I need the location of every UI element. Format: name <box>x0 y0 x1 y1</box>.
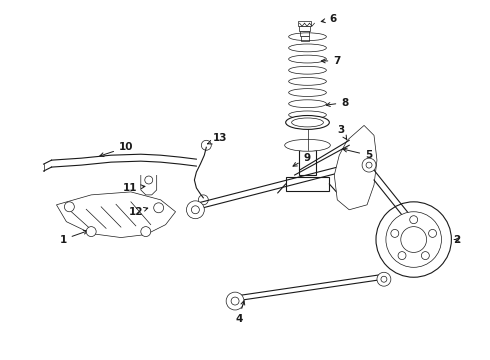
FancyBboxPatch shape <box>297 21 312 26</box>
Circle shape <box>192 206 199 214</box>
Circle shape <box>64 202 74 212</box>
Circle shape <box>141 227 151 237</box>
Text: 6: 6 <box>321 14 337 24</box>
Circle shape <box>377 272 391 286</box>
Text: 10: 10 <box>100 142 133 157</box>
Circle shape <box>401 227 427 252</box>
Circle shape <box>421 252 429 260</box>
Ellipse shape <box>286 116 329 129</box>
Circle shape <box>386 212 441 267</box>
Text: 5: 5 <box>343 148 372 160</box>
FancyBboxPatch shape <box>286 177 329 191</box>
Circle shape <box>226 292 244 310</box>
Text: 3: 3 <box>337 125 346 139</box>
Circle shape <box>362 158 376 172</box>
Polygon shape <box>334 125 377 210</box>
Circle shape <box>145 176 153 184</box>
Polygon shape <box>56 192 175 238</box>
FancyBboxPatch shape <box>298 26 311 31</box>
Circle shape <box>231 297 239 305</box>
Circle shape <box>187 201 204 219</box>
Circle shape <box>366 162 372 168</box>
FancyBboxPatch shape <box>300 36 309 41</box>
Circle shape <box>391 229 399 237</box>
Circle shape <box>154 203 164 213</box>
FancyBboxPatch shape <box>298 150 317 175</box>
FancyBboxPatch shape <box>299 31 310 36</box>
Text: 1: 1 <box>59 230 88 244</box>
Circle shape <box>145 204 153 212</box>
Text: 8: 8 <box>326 98 348 108</box>
Circle shape <box>398 252 406 260</box>
Ellipse shape <box>292 118 323 127</box>
Text: 12: 12 <box>129 207 147 217</box>
Text: 4: 4 <box>235 301 245 324</box>
Text: 2: 2 <box>453 234 461 244</box>
Ellipse shape <box>285 139 330 151</box>
Circle shape <box>429 229 437 237</box>
Text: 9: 9 <box>293 153 311 166</box>
Circle shape <box>410 216 417 224</box>
Circle shape <box>198 195 208 205</box>
Circle shape <box>86 227 96 237</box>
Circle shape <box>201 140 211 150</box>
Circle shape <box>376 202 451 277</box>
Circle shape <box>381 276 387 282</box>
Text: 7: 7 <box>321 56 341 66</box>
Text: 11: 11 <box>123 183 145 193</box>
Text: 13: 13 <box>208 133 228 144</box>
